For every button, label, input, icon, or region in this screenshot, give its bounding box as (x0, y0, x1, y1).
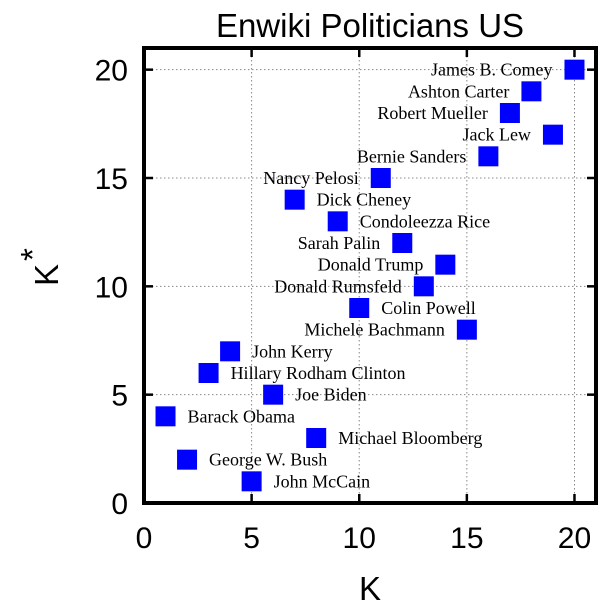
data-point-marker (564, 59, 585, 80)
data-point-label: Colin Powell (381, 298, 476, 318)
data-point-label: Robert Mueller (377, 103, 487, 123)
data-point-marker (499, 103, 520, 123)
data-point-label: Jack Lew (462, 125, 530, 145)
data-point-marker (155, 406, 176, 427)
y-tick-label: 0 (111, 488, 128, 521)
y-axis-label: K (28, 264, 65, 286)
data-point-marker (198, 363, 219, 383)
data-point-label: Nancy Pelosi (263, 168, 358, 188)
data-point-marker (413, 276, 434, 297)
y-axis-title: K * (14, 248, 65, 286)
data-point-label: Hillary Rodham Clinton (231, 363, 406, 383)
data-point-marker (263, 384, 284, 405)
data-point-label: Donald Rumsfeld (274, 276, 402, 296)
data-point-marker (284, 189, 305, 210)
data-point-label: James B. Comey (431, 60, 553, 80)
y-tick-label: 20 (95, 55, 128, 88)
data-point-label: Ashton Carter (408, 81, 509, 101)
data-point-label: Dick Cheney (317, 190, 411, 210)
data-point-marker (220, 341, 241, 362)
data-point-label: Bernie Sanders (357, 146, 466, 166)
x-axis-label: K (359, 570, 381, 607)
data-point-label: Donald Trump (318, 255, 424, 275)
data-point-marker (349, 298, 370, 318)
data-point-label: Michael Bloomberg (338, 428, 482, 448)
data-point-marker (177, 449, 198, 470)
data-point-marker (456, 319, 477, 340)
x-tick-labels: 0 5 10 15 20 (136, 522, 592, 555)
data-points (155, 59, 585, 492)
data-point-marker (521, 81, 542, 102)
data-point-label: Sarah Palin (298, 233, 381, 253)
x-tick-label: 15 (450, 522, 483, 555)
x-tick-label: 5 (243, 522, 260, 555)
data-point-marker (542, 124, 563, 145)
data-point-marker (306, 428, 327, 448)
x-tick-label: 0 (136, 522, 153, 555)
grid-lines (144, 48, 596, 503)
data-point-marker (478, 146, 499, 167)
data-point-label: Joe Biden (295, 385, 367, 405)
chart-title: Enwiki Politicians US (216, 7, 524, 44)
data-point-label: George W. Bush (209, 450, 327, 470)
y-tick-label: 10 (95, 271, 128, 304)
y-tick-labels: 0 5 10 15 20 (95, 55, 128, 521)
data-point-marker (327, 211, 348, 232)
data-point-label: Michele Bachmann (304, 320, 444, 340)
data-point-marker (370, 168, 391, 188)
y-tick-label: 5 (111, 380, 128, 413)
data-point-label: Condoleezza Rice (360, 211, 490, 231)
x-tick-label: 20 (558, 522, 591, 555)
y-axis-label-superscript: * (14, 248, 51, 261)
data-point-label: John Kerry (252, 341, 332, 361)
data-point-label: Barack Obama (188, 406, 295, 426)
data-point-marker (392, 233, 413, 253)
plot-frame (142, 46, 598, 505)
data-point-label: John McCain (274, 471, 371, 491)
x-tick-label: 10 (343, 522, 376, 555)
data-point-marker (241, 471, 262, 492)
y-tick-label: 15 (95, 163, 128, 196)
data-point-marker (435, 254, 456, 275)
